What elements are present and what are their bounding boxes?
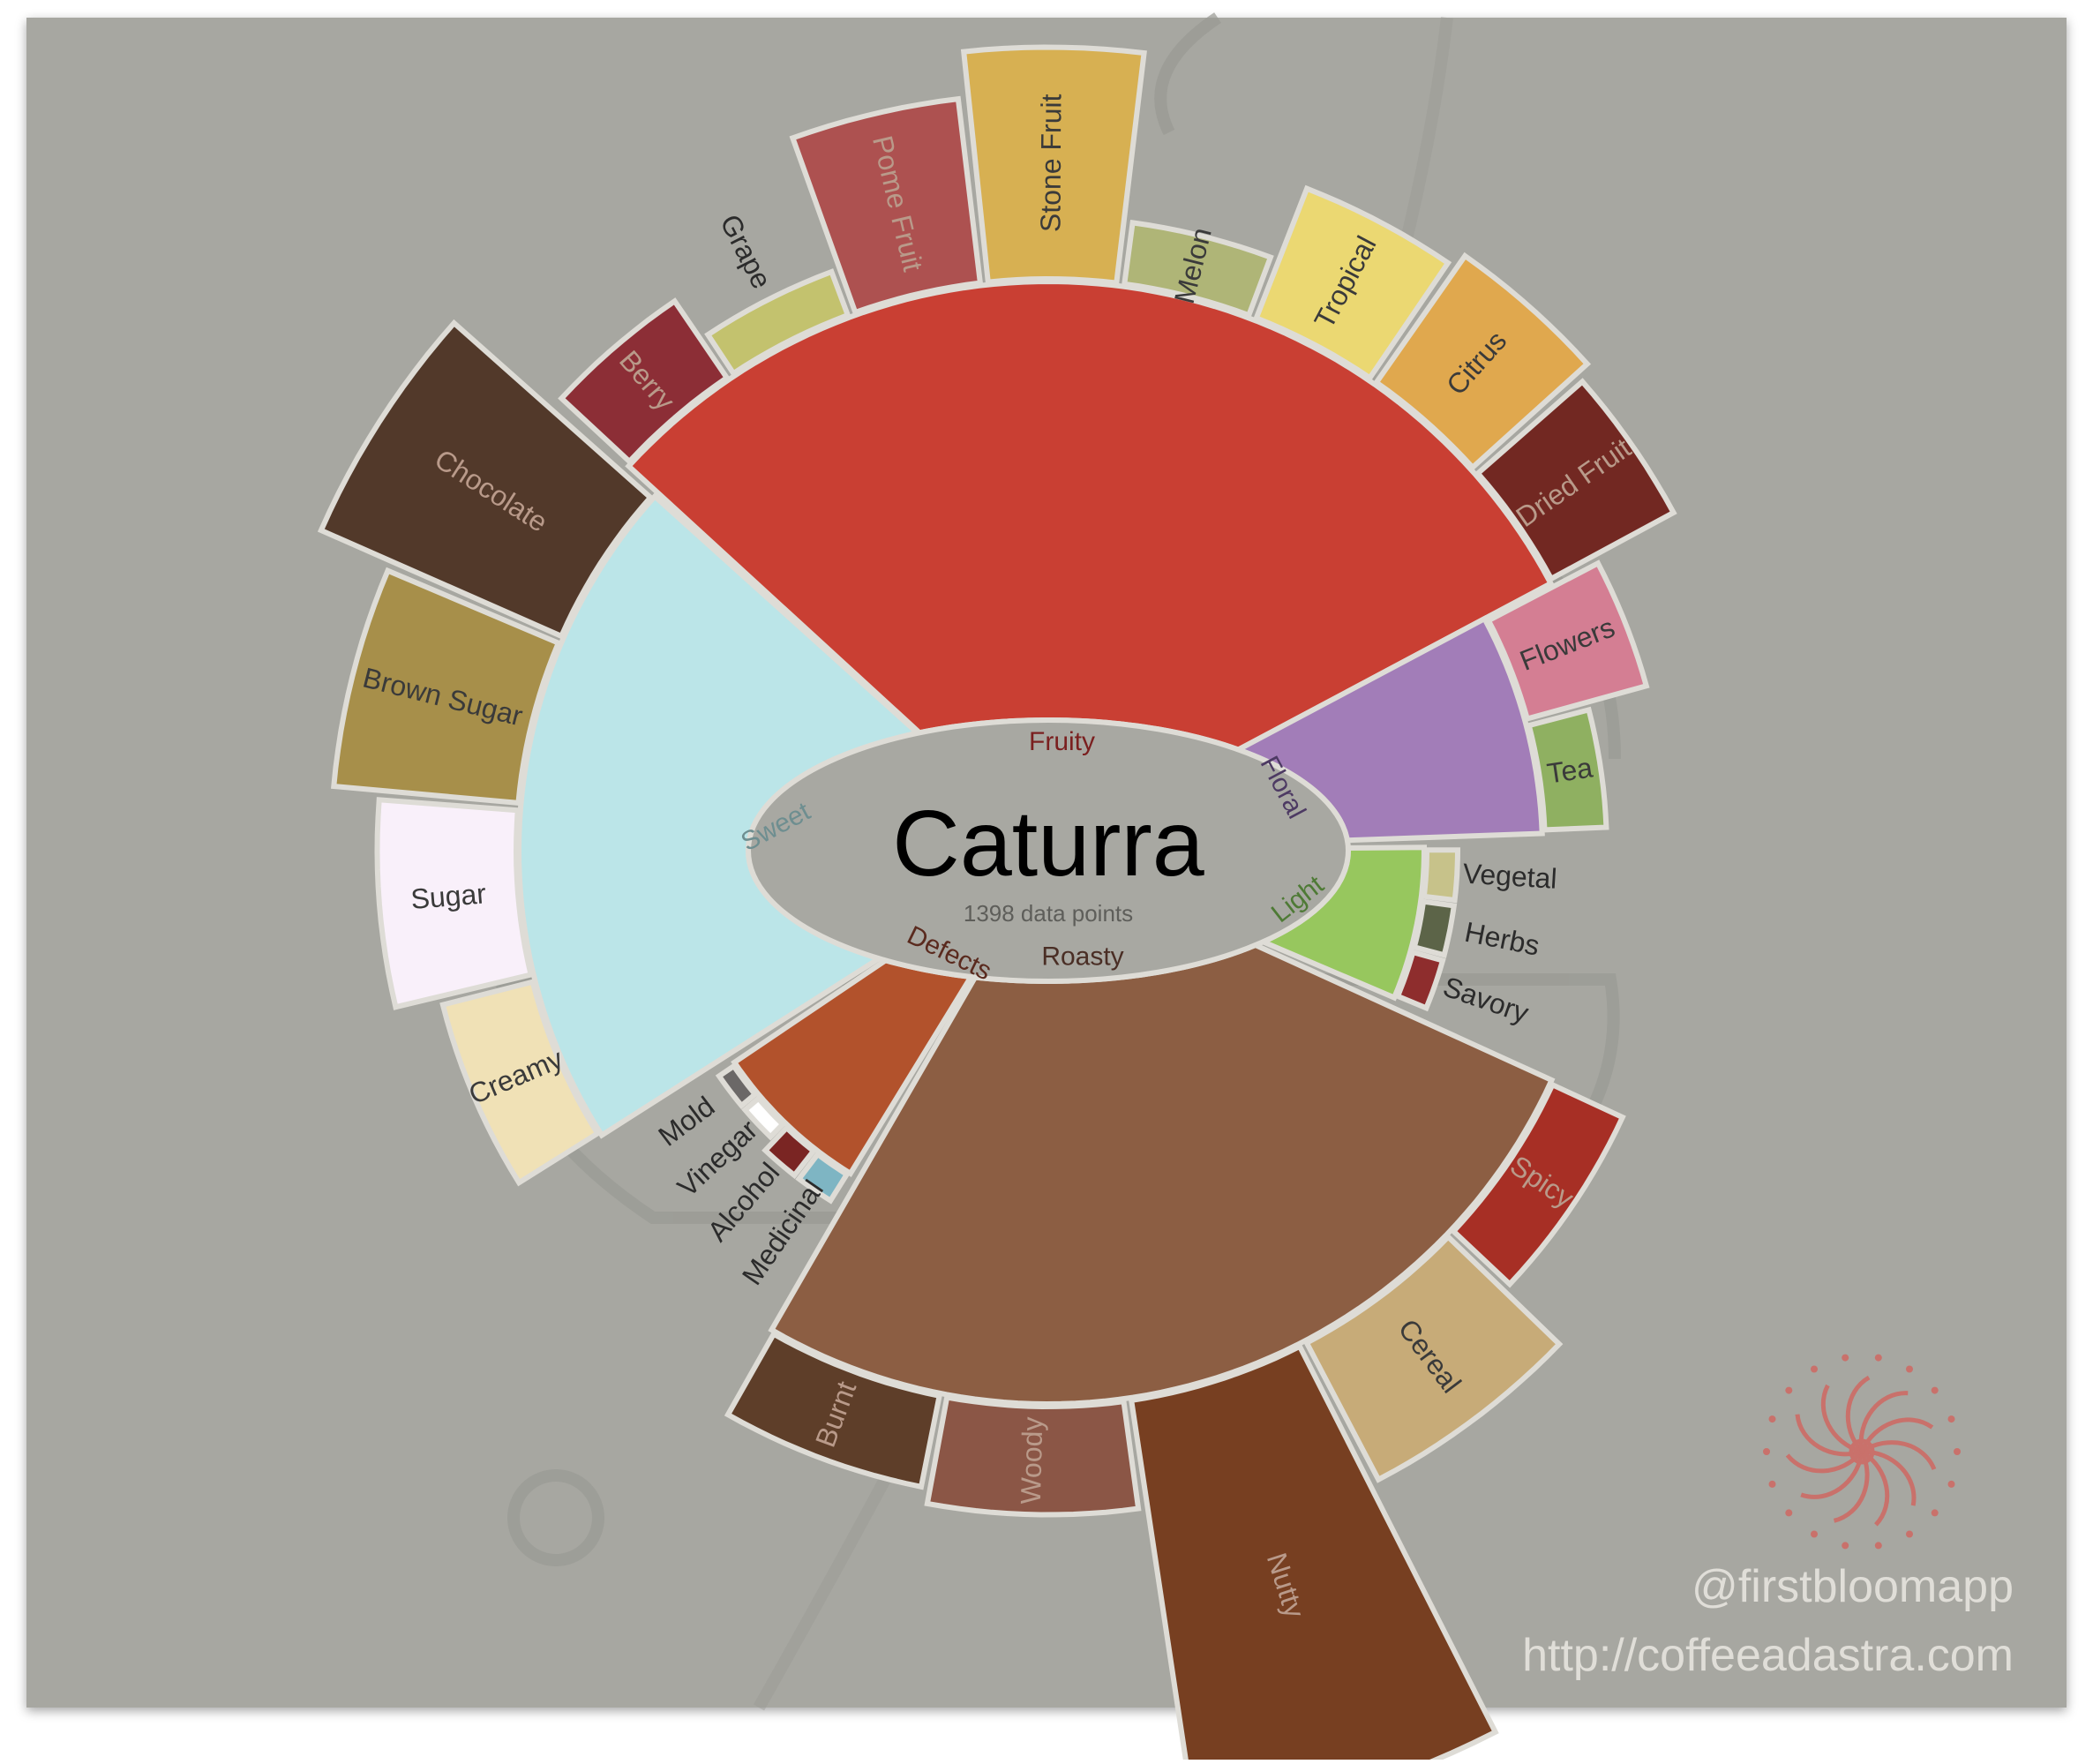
flavor-label-stone-fruit: Stone Fruit [1034, 94, 1067, 232]
flavor-segment-medicinal [795, 1150, 851, 1205]
flavor-segment-nutty [1128, 1342, 1499, 1764]
flavor-label-tea: Tea [1545, 751, 1595, 789]
flavor-segment-burnt [724, 1330, 943, 1490]
flavor-label-vegetal: Vegetal [1462, 858, 1558, 895]
flavor-segment-alcohol [761, 1123, 818, 1180]
flavor-segment-melon [1121, 219, 1274, 319]
flavor-segments [317, 44, 1677, 1764]
flavor-segment-stone-fruit [960, 44, 1147, 286]
category-label-fruity: Fruity [1029, 727, 1095, 756]
flavor-label-woody: Woody [1015, 1416, 1048, 1505]
flavor-segment-pome-fruit [789, 95, 984, 316]
flavor-segment-vinegar [741, 1094, 787, 1141]
flavor-segment-tropical [1252, 184, 1452, 382]
flavor-segment-woody [924, 1394, 1142, 1518]
flavor-segment-flowers [1484, 559, 1650, 723]
center-hub [746, 717, 1351, 984]
category-label-roasty: Roasty [1041, 942, 1123, 972]
flavor-segment-tea [1526, 706, 1609, 833]
credit-handle: @firstbloomapp [1692, 1561, 2014, 1612]
flavor-segment-berry [558, 297, 731, 466]
flavor-segment-dried-fruit [1474, 378, 1677, 582]
flavor-segment-cereal [1302, 1233, 1564, 1483]
flavor-segment-herbs [1411, 898, 1458, 958]
flavor-segment-spicy [1450, 1081, 1626, 1288]
flavor-segment-chocolate [317, 319, 655, 640]
flavor-segment-sugar [374, 797, 535, 1010]
flavor-segment-creamy [439, 979, 602, 1187]
data-points-count: 1398 data points [964, 900, 1133, 927]
flavor-segment-brown-sugar [331, 567, 562, 807]
variety-title: Caturra [892, 792, 1204, 896]
flavor-segment-grape [704, 268, 851, 378]
flavor-segment-citrus [1372, 251, 1592, 471]
flavor-segment-vegetal [1421, 847, 1461, 904]
flavor-segment-mold [715, 1062, 759, 1110]
credit-url: http://coffeeadastra.com [1522, 1630, 2014, 1681]
flower-spiral-logo [1763, 1354, 1961, 1550]
flavor-segment-savory [1394, 949, 1446, 1012]
flavor-label-sugar: Sugar [409, 877, 487, 915]
